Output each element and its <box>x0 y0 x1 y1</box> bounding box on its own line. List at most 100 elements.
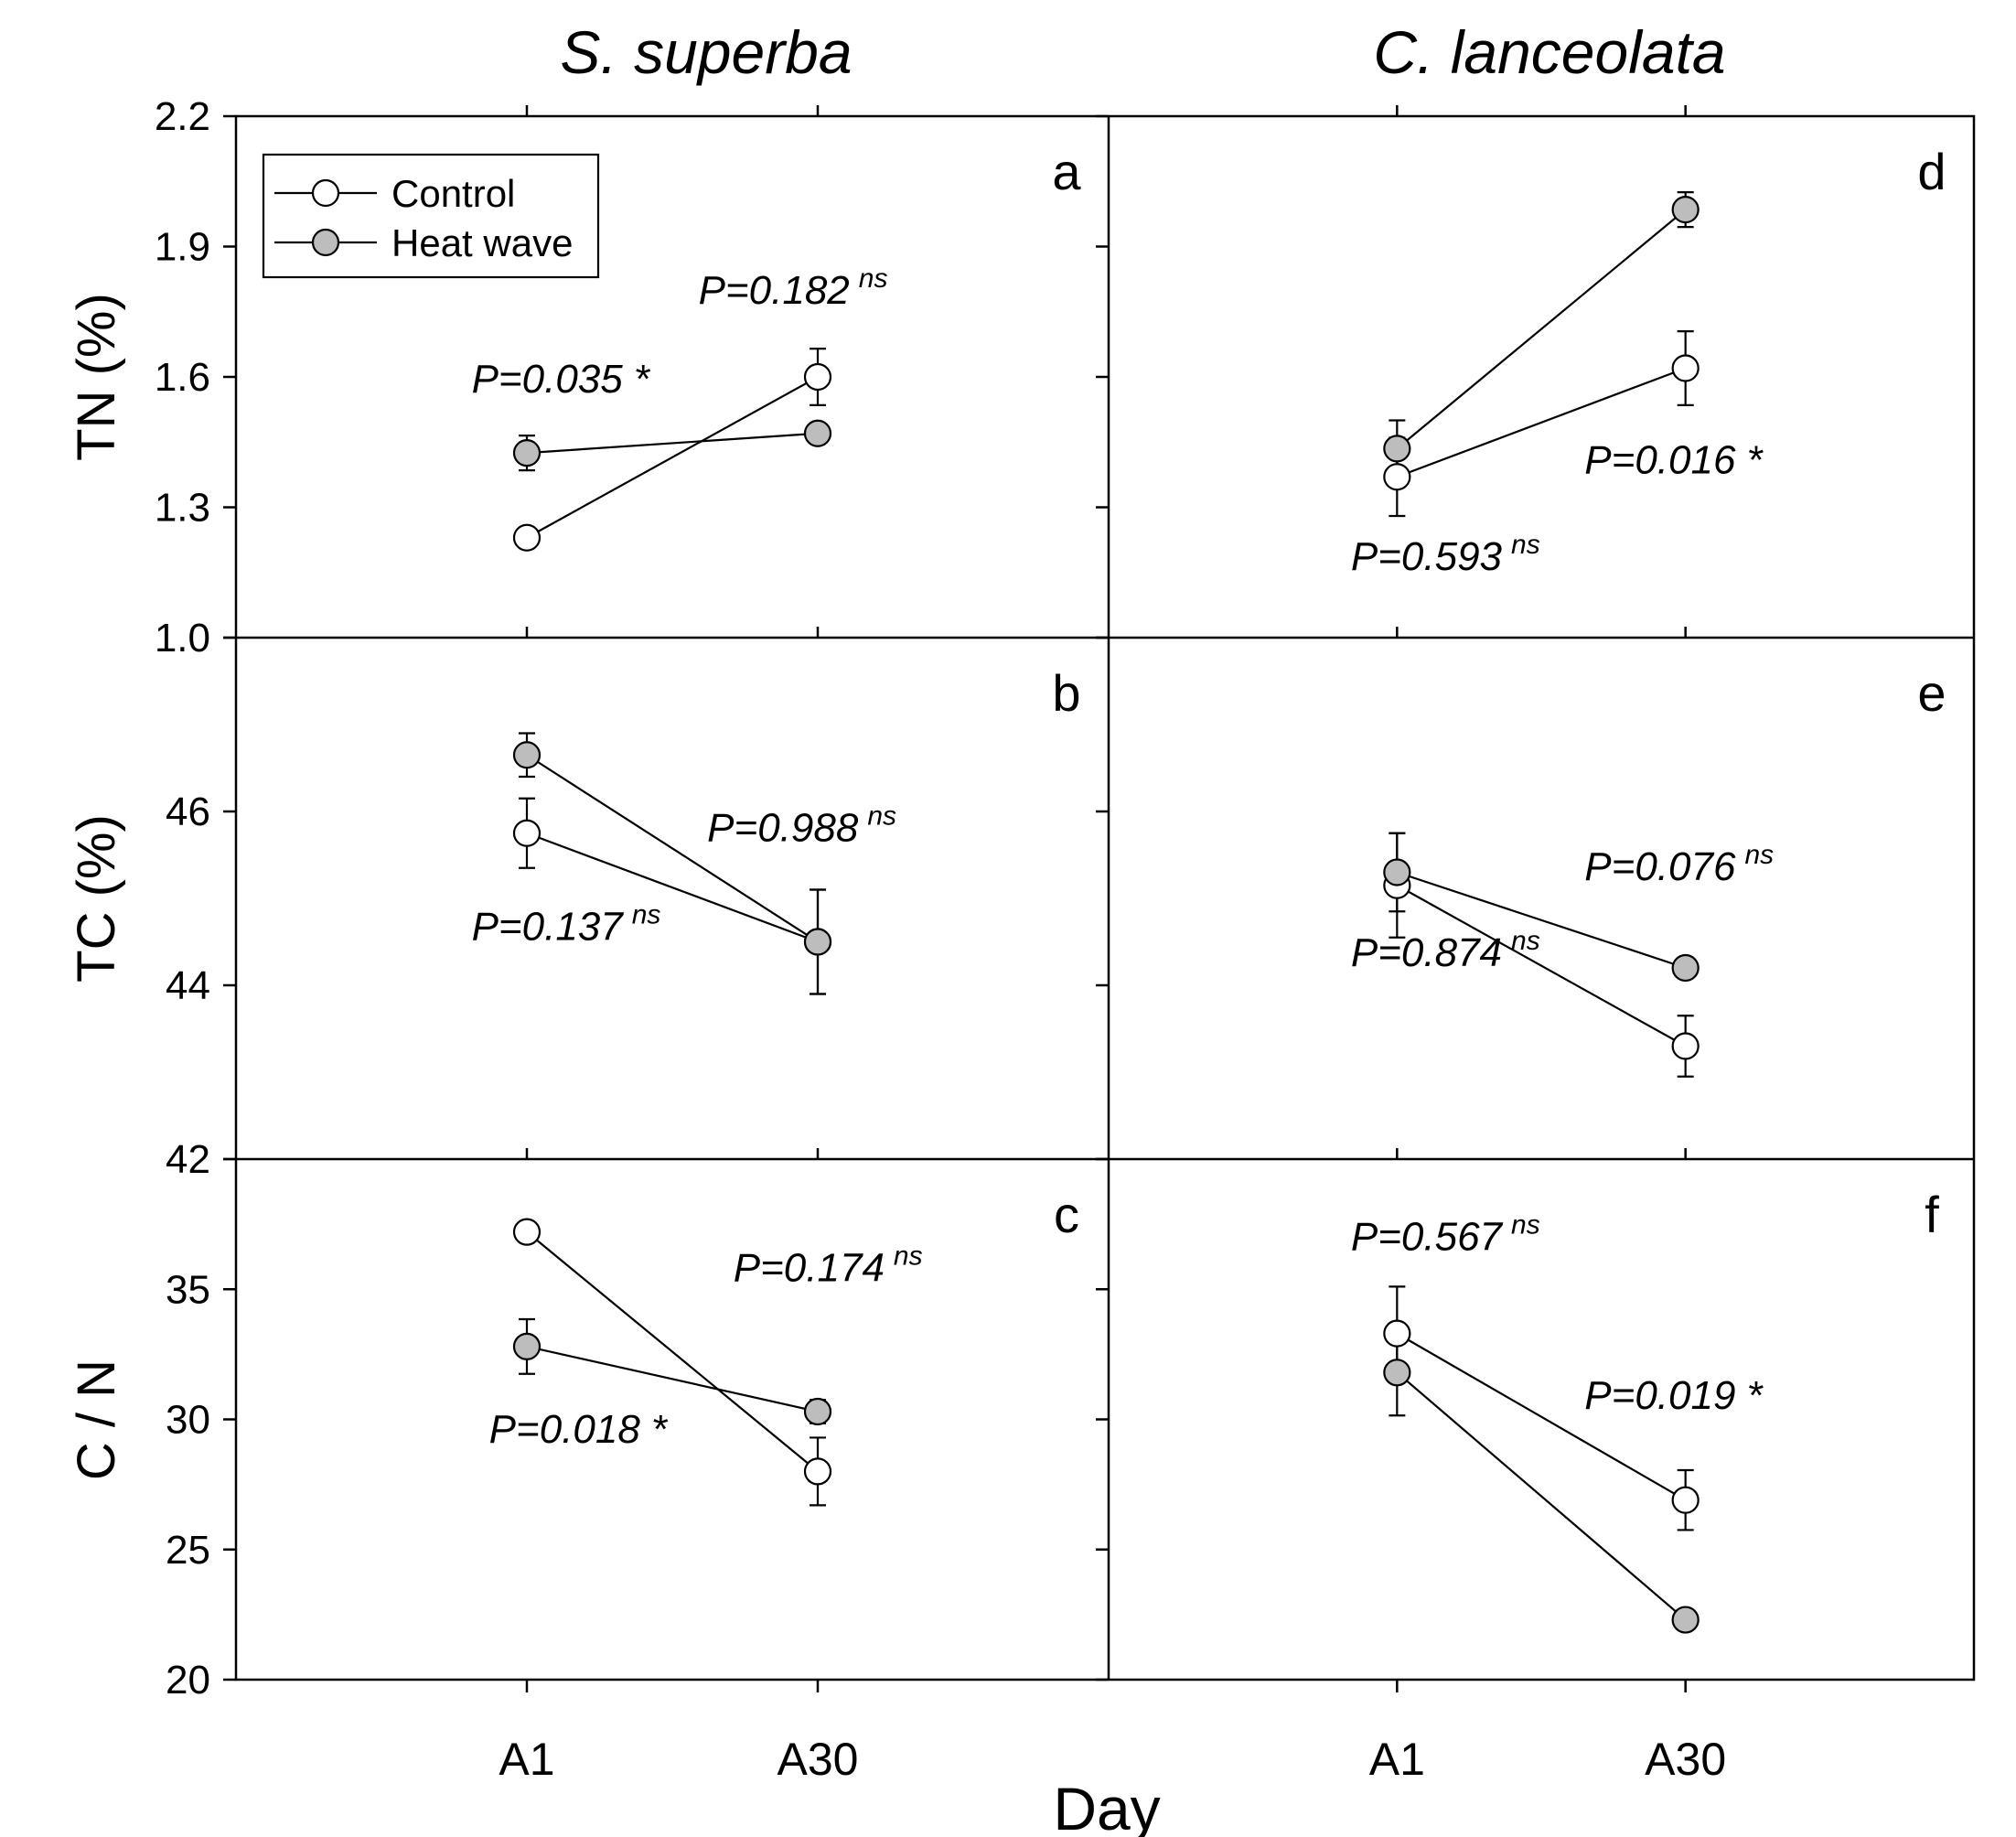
heat-wave-point <box>1383 435 1411 463</box>
y-tick-label: 30 <box>166 1398 210 1443</box>
p-value-label: P=0.016 * <box>1584 437 1764 482</box>
series-line-heat-wave <box>1396 871 1687 970</box>
heat-wave-point <box>1383 858 1411 886</box>
heat-wave-point <box>512 741 542 769</box>
p-value-text: P=0.182 <box>699 268 850 313</box>
control-point <box>803 1457 832 1486</box>
p-value-text: P=0.174 <box>734 1246 885 1291</box>
p-value-label: P=0.593 ns <box>1351 530 1540 579</box>
p-value-text: P=0.019 <box>1584 1373 1735 1418</box>
significance-mark: ns <box>1511 1210 1540 1241</box>
heat-wave-point <box>1383 1359 1411 1387</box>
significance-mark: ns <box>1511 926 1540 956</box>
p-value-text: P=0.076 <box>1584 844 1736 889</box>
y-tick-label: 42 <box>166 1137 210 1182</box>
p-value-text: P=0.035 <box>472 357 624 402</box>
x-tick-label: A1 <box>1369 1734 1425 1785</box>
control-point <box>512 819 542 847</box>
y-axis-label: TC (%) <box>67 814 126 983</box>
x-tick-label: A30 <box>1645 1734 1726 1785</box>
heat-wave-point <box>1671 953 1700 983</box>
y-tick-label: 1.6 <box>155 355 210 400</box>
p-value-label: P=0.174 ns <box>734 1241 923 1291</box>
series-line-heat-wave <box>1396 1371 1687 1621</box>
control-point <box>1671 1486 1700 1514</box>
y-tick-label: 25 <box>166 1528 210 1573</box>
series-line-heat-wave <box>526 754 819 943</box>
p-value-label: P=0.137 ns <box>472 900 661 950</box>
x-axis-label: Day <box>1053 1775 1160 1837</box>
panel-d: C. lanceolata d P=0.593 ns P=0.016 * <box>1096 18 1946 639</box>
legend-box <box>262 153 600 279</box>
control-point <box>512 1218 542 1246</box>
y-axis-label: TN (%) <box>67 293 126 461</box>
panel-letter: c <box>1054 1186 1079 1243</box>
y-tick-label: 2.2 <box>155 94 210 139</box>
y-tick-label: 35 <box>166 1267 210 1312</box>
significance-mark: * <box>634 357 651 402</box>
heat-wave-point <box>803 928 832 956</box>
p-value-text: P=0.593 <box>1351 534 1503 579</box>
control-point <box>1383 1319 1411 1348</box>
series-line-control <box>1396 884 1687 1047</box>
p-value-label: P=0.874 ns <box>1351 926 1540 975</box>
y-tick-label: 1.9 <box>155 225 210 270</box>
heat-wave-point <box>803 419 832 447</box>
panel-a: S. superba 1.0 1.3 1.6 1.9 2.2 TN (%) a P=0.035 *… <box>67 18 1081 661</box>
x-tick-label: A1 <box>499 1734 554 1785</box>
significance-mark: * <box>1746 437 1764 482</box>
y-axis-label: C / N <box>67 1359 126 1480</box>
p-value-label: P=0.988 ns <box>707 800 896 850</box>
y-tick-label: 1.0 <box>155 616 210 661</box>
panel-letter: d <box>1917 143 1946 200</box>
p-value-label: P=0.018 * <box>489 1407 669 1452</box>
panel-c: 20 25 30 35 C / N A1 A30 c P=0.018 * P=0.174 ns <box>67 1148 1079 1785</box>
panel-e: e P=0.874 ns P=0.076 ns <box>1096 627 1946 1161</box>
heat-wave-point <box>1671 196 1700 224</box>
significance-mark: ns <box>867 800 896 831</box>
y-tick-label: 46 <box>166 790 210 834</box>
p-value-label: P=0.019 * <box>1584 1373 1764 1418</box>
heat-wave-point <box>512 1332 542 1360</box>
series-line-control <box>526 1230 819 1473</box>
significance-mark: * <box>651 1407 669 1452</box>
panel-letter: e <box>1917 664 1946 722</box>
panel-f: A1 A30 f P=0.567 ns P=0.019 * <box>1096 1148 1939 1785</box>
p-value-text: P=0.137 <box>472 905 625 950</box>
significance-mark: ns <box>1744 840 1774 870</box>
heat-wave-point <box>803 1397 832 1426</box>
p-value-text: P=0.018 <box>489 1407 641 1452</box>
legend-marker <box>311 228 340 257</box>
control-point <box>1383 463 1411 491</box>
series-line-heat-wave <box>1396 209 1687 450</box>
series-line-control <box>1396 367 1687 478</box>
legend: Control Heat wave <box>262 153 600 279</box>
p-value-text: P=0.874 <box>1351 930 1502 975</box>
significance-mark: ns <box>859 263 888 294</box>
series-line-control <box>526 376 819 539</box>
panel-letter: f <box>1925 1186 1939 1243</box>
column-title: S. superba <box>560 18 852 86</box>
y-tick-label: 44 <box>166 963 210 1008</box>
p-value-label: P=0.035 * <box>472 357 651 402</box>
p-value-label: P=0.076 ns <box>1584 840 1774 889</box>
p-value-text: P=0.988 <box>707 805 859 850</box>
series-line-control <box>526 832 819 943</box>
legend-marker <box>311 178 340 208</box>
legend-label: Heat wave <box>391 221 573 264</box>
significance-mark: * <box>1746 1373 1764 1418</box>
p-value-label: P=0.182 ns <box>699 263 888 313</box>
series-line-heat-wave <box>526 432 819 455</box>
p-value-text: P=0.567 <box>1351 1215 1504 1260</box>
control-point <box>1671 1032 1700 1060</box>
p-value-label: P=0.567 ns <box>1351 1210 1540 1260</box>
control-point <box>512 523 542 552</box>
control-point <box>1671 354 1700 382</box>
control-point <box>803 362 832 392</box>
series-line-control <box>1396 1332 1687 1501</box>
significance-mark: ns <box>894 1241 923 1272</box>
x-tick-label: A30 <box>777 1734 859 1785</box>
column-title: C. lanceolata <box>1373 18 1725 86</box>
